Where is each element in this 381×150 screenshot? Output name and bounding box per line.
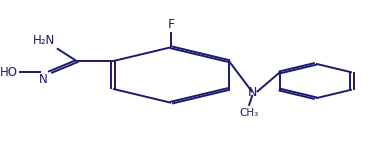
Text: HO: HO: [0, 66, 18, 79]
Text: N: N: [39, 73, 48, 86]
Text: F: F: [167, 18, 174, 32]
Text: CH₃: CH₃: [239, 108, 258, 118]
Text: N: N: [248, 86, 257, 99]
Text: H₂N: H₂N: [33, 34, 55, 47]
